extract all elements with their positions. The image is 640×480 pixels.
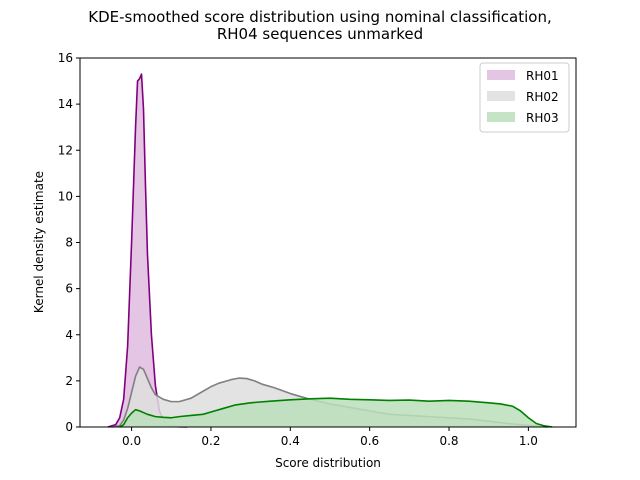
legend-label-rh03: RH03 [526,111,559,125]
x-axis-label: Score distribution [275,456,381,470]
y-tick-label: 0 [65,420,73,434]
series-layer [107,73,553,428]
y-tick-label: 14 [58,97,73,111]
y-axis: 0 2 4 6 8 10 12 14 16 [58,51,80,434]
x-tick-label: 0.2 [201,434,220,448]
y-tick-label: 8 [65,236,73,250]
x-tick-label: 0.0 [122,434,141,448]
series-line-rh03 [119,397,553,428]
legend-swatch-rh01 [487,70,515,80]
chart-title-line-1: KDE-smoothed score distribution using no… [88,8,551,26]
series-area-rh01 [107,74,188,427]
legend-swatch-rh02 [487,91,515,101]
y-tick-label: 16 [58,51,73,65]
series-area-rh03 [119,398,553,427]
legend-swatch-rh03 [487,112,515,122]
x-tick-label: 0.8 [439,434,458,448]
y-tick-label: 10 [58,189,73,203]
x-tick-label: 0.6 [360,434,379,448]
y-axis-label: Kernel density estimate [32,171,46,313]
legend: RH01 RH02 RH03 [479,62,570,133]
legend-label-rh01: RH01 [526,69,559,83]
y-tick-label: 2 [65,374,73,388]
y-tick-label: 6 [65,282,73,296]
x-tick-label: 0.4 [281,434,300,448]
chart-title-line-2: RH04 sequences unmarked [217,25,423,43]
x-tick-label: 1.0 [519,434,538,448]
x-axis: 0.0 0.2 0.4 0.6 0.8 1.0 [122,427,538,448]
legend-label-rh02: RH02 [526,90,559,104]
y-tick-label: 12 [58,143,73,157]
y-tick-label: 4 [65,328,73,342]
